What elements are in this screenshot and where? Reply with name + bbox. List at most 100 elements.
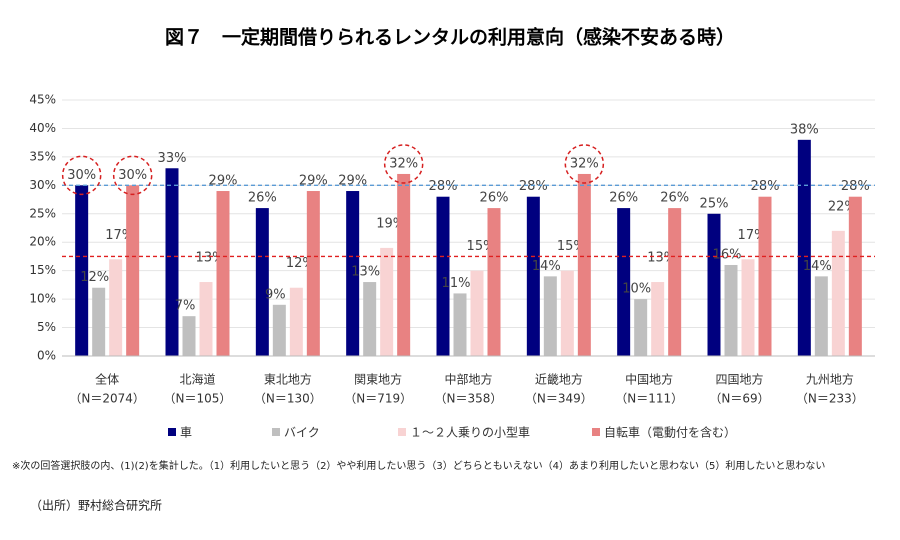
- value-label: 12%: [80, 270, 109, 285]
- value-label: 14%: [803, 259, 832, 274]
- y-tick-label: 30%: [29, 178, 56, 192]
- bar: [182, 316, 196, 356]
- bar: [453, 293, 467, 356]
- bar: [165, 168, 179, 356]
- x-tick-label: 全体: [95, 372, 119, 387]
- bar: [75, 185, 89, 356]
- value-label: 30%: [118, 168, 147, 183]
- legend-label: 自転車（電動付を含む）: [604, 425, 736, 440]
- value-label: 38%: [790, 122, 819, 137]
- bar: [436, 196, 450, 356]
- x-tick-note: （N＝2074）: [69, 392, 145, 406]
- x-tick-label: 中国地方: [625, 372, 673, 387]
- y-tick-label: 10%: [29, 292, 56, 306]
- x-tick-label: 九州地方: [806, 372, 854, 387]
- bar: [306, 191, 320, 356]
- highlight-circle: [383, 144, 424, 184]
- bar: [797, 139, 811, 356]
- bar: [848, 196, 862, 356]
- bar: [617, 208, 631, 356]
- bar: [724, 264, 738, 356]
- value-label: 11%: [442, 276, 471, 291]
- x-tick-label: 関東地方: [354, 372, 402, 387]
- value-label: 7%: [175, 299, 196, 314]
- bar: [814, 276, 828, 356]
- y-tick-label: 40%: [29, 121, 56, 135]
- value-label: 32%: [389, 156, 418, 171]
- value-label: 13%: [351, 265, 380, 280]
- x-tick-label: 中部地方: [444, 372, 492, 387]
- value-label: 28%: [519, 179, 548, 194]
- y-tick-label: 35%: [29, 149, 56, 163]
- bar: [560, 270, 574, 356]
- bar: [668, 208, 682, 356]
- highlight-circle: [112, 155, 153, 196]
- bar: [126, 185, 140, 356]
- value-label: 26%: [480, 191, 509, 206]
- x-tick-note: （N＝233）: [796, 392, 864, 406]
- legend-marker: [168, 428, 176, 436]
- value-label: 28%: [751, 179, 780, 194]
- bar: [363, 282, 377, 356]
- bar: [831, 230, 845, 356]
- x-tick-note: （N＝69）: [709, 392, 769, 406]
- footnote: ※次の回答選択肢の内、(1)(2)を集計した。（1）利用したいと思う（2）やや利…: [12, 459, 825, 472]
- highlight-circle: [564, 144, 605, 184]
- legend-label: １～２人乗りの小型車: [410, 426, 530, 440]
- bar: [380, 247, 394, 356]
- value-label: 29%: [299, 174, 328, 189]
- value-label: 29%: [209, 174, 238, 189]
- bar: [526, 196, 540, 356]
- y-tick-label: 15%: [29, 263, 56, 277]
- legend-label: バイク: [284, 426, 320, 440]
- bar: [216, 191, 230, 356]
- y-tick-label: 25%: [29, 206, 56, 220]
- bar: [487, 208, 501, 356]
- value-label: 16%: [713, 247, 742, 262]
- legend-marker: [398, 428, 406, 436]
- value-label: 26%: [248, 191, 277, 206]
- value-label: 10%: [622, 282, 651, 297]
- source: （出所）野村総合研究所: [30, 498, 162, 513]
- bar: [92, 287, 106, 356]
- y-tick-label: 45%: [29, 93, 56, 107]
- x-tick-note: （N＝105）: [164, 392, 232, 406]
- highlight-circle: [61, 155, 102, 196]
- x-tick-note: （N＝719）: [344, 392, 412, 406]
- bar: [577, 173, 591, 356]
- value-label: 14%: [532, 259, 561, 274]
- value-label: 28%: [429, 179, 458, 194]
- bar: [741, 259, 755, 356]
- x-tick-label: 北海道: [179, 372, 215, 387]
- value-label: 26%: [660, 191, 689, 206]
- value-label: 30%: [67, 168, 96, 183]
- bar: [346, 191, 360, 356]
- y-tick-label: 20%: [29, 235, 56, 249]
- bar: [470, 270, 484, 356]
- x-tick-label: 東北地方: [264, 372, 312, 387]
- chart-title: 図７ 一定期間借りられるレンタルの利用意向（感染不安ある時）: [165, 26, 735, 49]
- legend-marker: [592, 428, 600, 436]
- bar: [651, 282, 665, 356]
- legend-label: 車: [180, 426, 192, 440]
- value-label: 32%: [570, 156, 599, 171]
- value-label: 9%: [265, 287, 286, 302]
- value-label: 33%: [158, 151, 187, 166]
- bar: [272, 304, 286, 356]
- value-label: 25%: [700, 196, 729, 211]
- x-tick-label: 四国地方: [715, 372, 763, 387]
- bar: [634, 299, 648, 356]
- x-tick-note: （N＝130）: [254, 392, 322, 406]
- y-tick-label: 0%: [37, 349, 56, 363]
- x-tick-note: （N＝349）: [525, 392, 593, 406]
- bar: [289, 287, 303, 356]
- value-label: 29%: [338, 174, 367, 189]
- bar: [707, 213, 721, 356]
- bar: [109, 259, 123, 356]
- x-tick-label: 近畿地方: [535, 372, 583, 387]
- bar: [199, 282, 213, 356]
- x-tick-note: （N＝111）: [615, 392, 683, 406]
- x-tick-note: （N＝358）: [435, 392, 503, 406]
- bar: [543, 276, 557, 356]
